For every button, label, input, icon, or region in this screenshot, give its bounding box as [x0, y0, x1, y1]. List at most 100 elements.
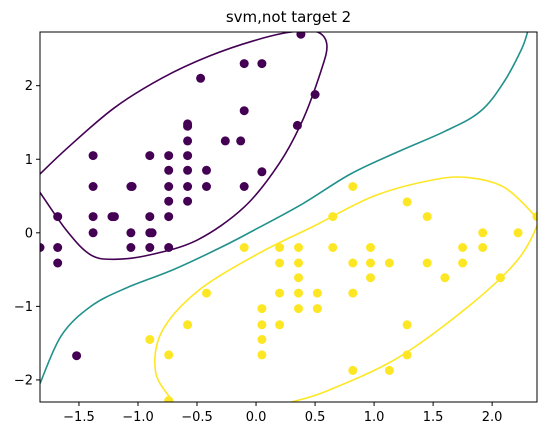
data-point-yellow: [328, 243, 338, 252]
data-point-dark: [236, 136, 246, 146]
data-point-yellow: [458, 258, 468, 268]
data-point-yellow: [402, 320, 412, 330]
y-tick-label: −1: [14, 300, 33, 315]
data-point-yellow: [402, 350, 412, 360]
data-point-dark: [164, 182, 174, 191]
data-point-yellow: [348, 258, 358, 268]
y-tick-label: 0: [25, 226, 33, 241]
data-point-dark: [53, 258, 63, 268]
x-tick-label: 2.0: [482, 410, 503, 425]
contour-line-boundary: [40, 32, 529, 384]
data-point-dark: [296, 32, 306, 39]
data-point-yellow: [328, 212, 338, 222]
data-point-dark: [202, 182, 211, 191]
data-point-dark: [126, 228, 136, 238]
x-tick-label: 1.0: [364, 410, 385, 425]
data-point-dark: [183, 121, 193, 131]
data-point-yellow: [402, 197, 412, 207]
data-point-yellow: [275, 243, 285, 252]
x-tick-label: −1.5: [63, 410, 95, 425]
data-point-yellow: [294, 273, 303, 283]
data-point-yellow: [164, 350, 174, 360]
plot-frame: [39, 31, 538, 403]
chart-title: svm,not target 2: [226, 8, 351, 26]
y-tick-label: 2: [25, 79, 33, 94]
data-point-yellow: [275, 288, 285, 298]
data-point-dark: [257, 167, 267, 177]
data-point-dark: [239, 59, 249, 69]
data-point-dark: [164, 243, 174, 252]
data-point-yellow: [348, 365, 358, 375]
x-tick-label: −0.5: [181, 410, 213, 425]
contour-line-dark: [40, 32, 328, 261]
data-point-dark: [145, 212, 155, 222]
x-axis: −1.5 −1.0 −0.5 0.0 0.5 1.0 1.5 2.0: [63, 402, 502, 425]
data-point-dark: [109, 212, 119, 222]
data-point-dark: [88, 151, 98, 161]
x-tick-label: −1.0: [122, 410, 154, 425]
data-point-dark: [310, 90, 320, 99]
data-point-yellow: [495, 273, 505, 283]
data-point-yellow: [384, 258, 394, 268]
x-tick-label: 0.5: [305, 410, 326, 425]
data-point-dark: [53, 243, 63, 252]
y-tick-label: −2: [14, 373, 33, 388]
data-point-yellow: [366, 243, 375, 252]
data-point-yellow: [422, 212, 432, 222]
data-point-yellow: [164, 396, 174, 402]
data-point-yellow: [348, 182, 358, 191]
data-point-yellow: [257, 335, 267, 344]
y-axis: −2 −1 0 1 2: [14, 79, 40, 388]
data-point-yellow: [294, 288, 303, 298]
data-point-dark: [292, 120, 302, 130]
data-point-yellow: [257, 350, 267, 360]
data-point-yellow: [183, 320, 193, 330]
data-point-yellow: [239, 243, 249, 252]
data-point-yellow: [145, 335, 155, 344]
data-point-yellow: [532, 212, 537, 222]
data-point-dark: [257, 59, 267, 69]
data-point-dark: [183, 196, 193, 206]
data-point-dark: [145, 243, 155, 252]
data-point-dark: [183, 182, 193, 191]
data-point-yellow: [478, 228, 488, 238]
data-point-dark: [196, 73, 206, 83]
data-point-dark: [164, 165, 174, 175]
y-tick-label: 1: [25, 153, 33, 168]
data-point-yellow: [257, 320, 267, 330]
contour-line-yellow: [154, 176, 537, 402]
data-point-dark: [88, 212, 98, 222]
data-point-dark: [183, 136, 193, 146]
x-tick-label: 1.5: [423, 410, 444, 425]
data-point-yellow: [478, 243, 488, 252]
data-point-yellow: [384, 365, 394, 375]
data-point-dark: [126, 243, 136, 252]
data-point-dark: [88, 228, 98, 238]
data-point-dark: [183, 151, 193, 161]
data-point-yellow: [422, 258, 432, 268]
data-point-yellow: [458, 243, 468, 252]
scatter-points: [40, 32, 537, 402]
data-point-dark: [53, 212, 63, 222]
data-point-dark: [40, 243, 45, 252]
data-point-yellow: [275, 320, 285, 330]
data-point-yellow: [312, 304, 322, 314]
data-point-yellow: [275, 258, 285, 268]
data-point-dark: [164, 212, 174, 222]
data-point-dark: [88, 182, 98, 191]
data-point-yellow: [294, 243, 303, 252]
x-tick-label: 0.0: [246, 410, 267, 425]
data-point-yellow: [294, 304, 303, 314]
data-point-dark: [183, 165, 193, 175]
data-point-dark: [220, 136, 230, 146]
data-point-yellow: [348, 288, 358, 298]
data-point-dark: [239, 106, 249, 116]
data-point-dark: [164, 196, 174, 206]
data-point-yellow: [294, 258, 303, 268]
data-point-yellow: [513, 228, 523, 238]
data-point-yellow: [366, 273, 375, 283]
data-point-dark: [147, 228, 157, 238]
data-point-yellow: [366, 258, 375, 268]
contour-lines: [40, 32, 537, 402]
